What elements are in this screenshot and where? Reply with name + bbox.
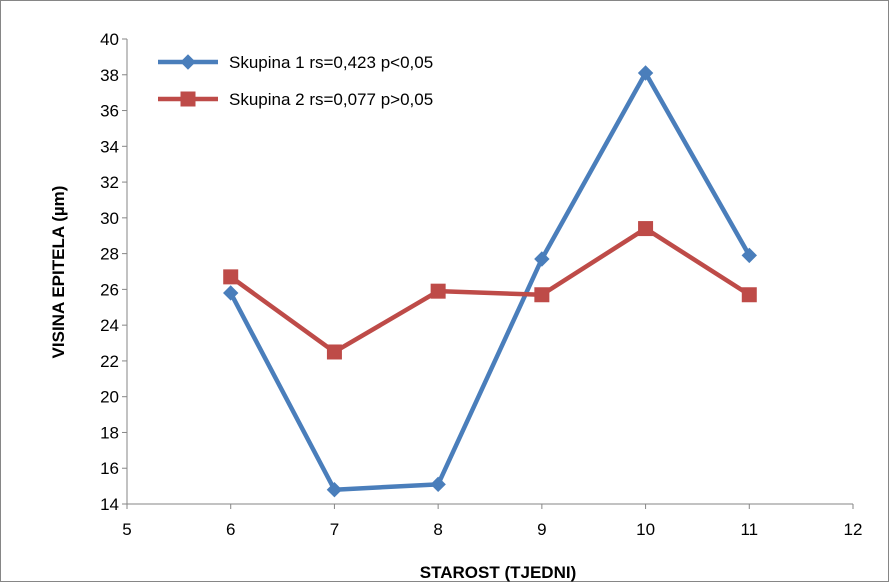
- series-1-line: [228, 70, 752, 492]
- series-1-point: [430, 476, 446, 493]
- series-1-point: [326, 481, 343, 498]
- y-tick-label: 20: [100, 388, 119, 407]
- legend-marker-2: [180, 91, 196, 107]
- series-1-point: [741, 247, 757, 264]
- series-1-point: [637, 65, 654, 81]
- y-axis-title: VISINA EPITELA (µm): [49, 186, 68, 359]
- series-2-point: [430, 283, 446, 299]
- legend-marker-1: [180, 54, 196, 70]
- y-tick-label: 40: [100, 30, 119, 49]
- series-2: [223, 221, 757, 360]
- series-1: [223, 65, 757, 498]
- y-tick-label: 36: [100, 102, 119, 121]
- series-1-point: [534, 251, 550, 267]
- y-tick-label: 14: [100, 495, 119, 514]
- series-2-point: [638, 221, 654, 237]
- y-tick-label: 18: [100, 423, 119, 442]
- legend-label-2: Skupina 2 rs=0,077 p>0,05: [229, 90, 433, 109]
- x-tick-label: 7: [330, 520, 339, 539]
- x-axis-title: STAROST (TJEDNI): [420, 563, 576, 582]
- y-tick-label: 24: [100, 316, 119, 335]
- y-tick-label: 26: [100, 280, 119, 299]
- x-tick-label: 5: [122, 520, 131, 539]
- y-tick-label: 22: [100, 352, 119, 371]
- x-tick-label: 11: [740, 520, 758, 539]
- y-tick-label: 32: [100, 173, 119, 192]
- y-tick-label: 34: [100, 137, 119, 156]
- series-1-point: [223, 285, 239, 301]
- series-2-point: [326, 344, 342, 360]
- y-tick-label: 16: [100, 459, 119, 478]
- y-tick-label: 30: [100, 209, 119, 228]
- series-2-line: [228, 226, 752, 355]
- series-2-point: [534, 287, 550, 303]
- x-tick-label: 12: [844, 520, 863, 539]
- x-tick-label: 9: [537, 520, 546, 539]
- y-tick-label: 38: [100, 66, 119, 85]
- series-2-point: [223, 269, 239, 285]
- y-tick-label: 28: [100, 245, 119, 264]
- legend-label-1: Skupina 1 rs=0,423 p<0,05: [229, 53, 433, 72]
- x-tick-label: 8: [433, 520, 442, 539]
- x-tick-label: 6: [226, 520, 235, 539]
- x-tick-label: 10: [636, 520, 655, 539]
- series-2-point: [741, 287, 757, 303]
